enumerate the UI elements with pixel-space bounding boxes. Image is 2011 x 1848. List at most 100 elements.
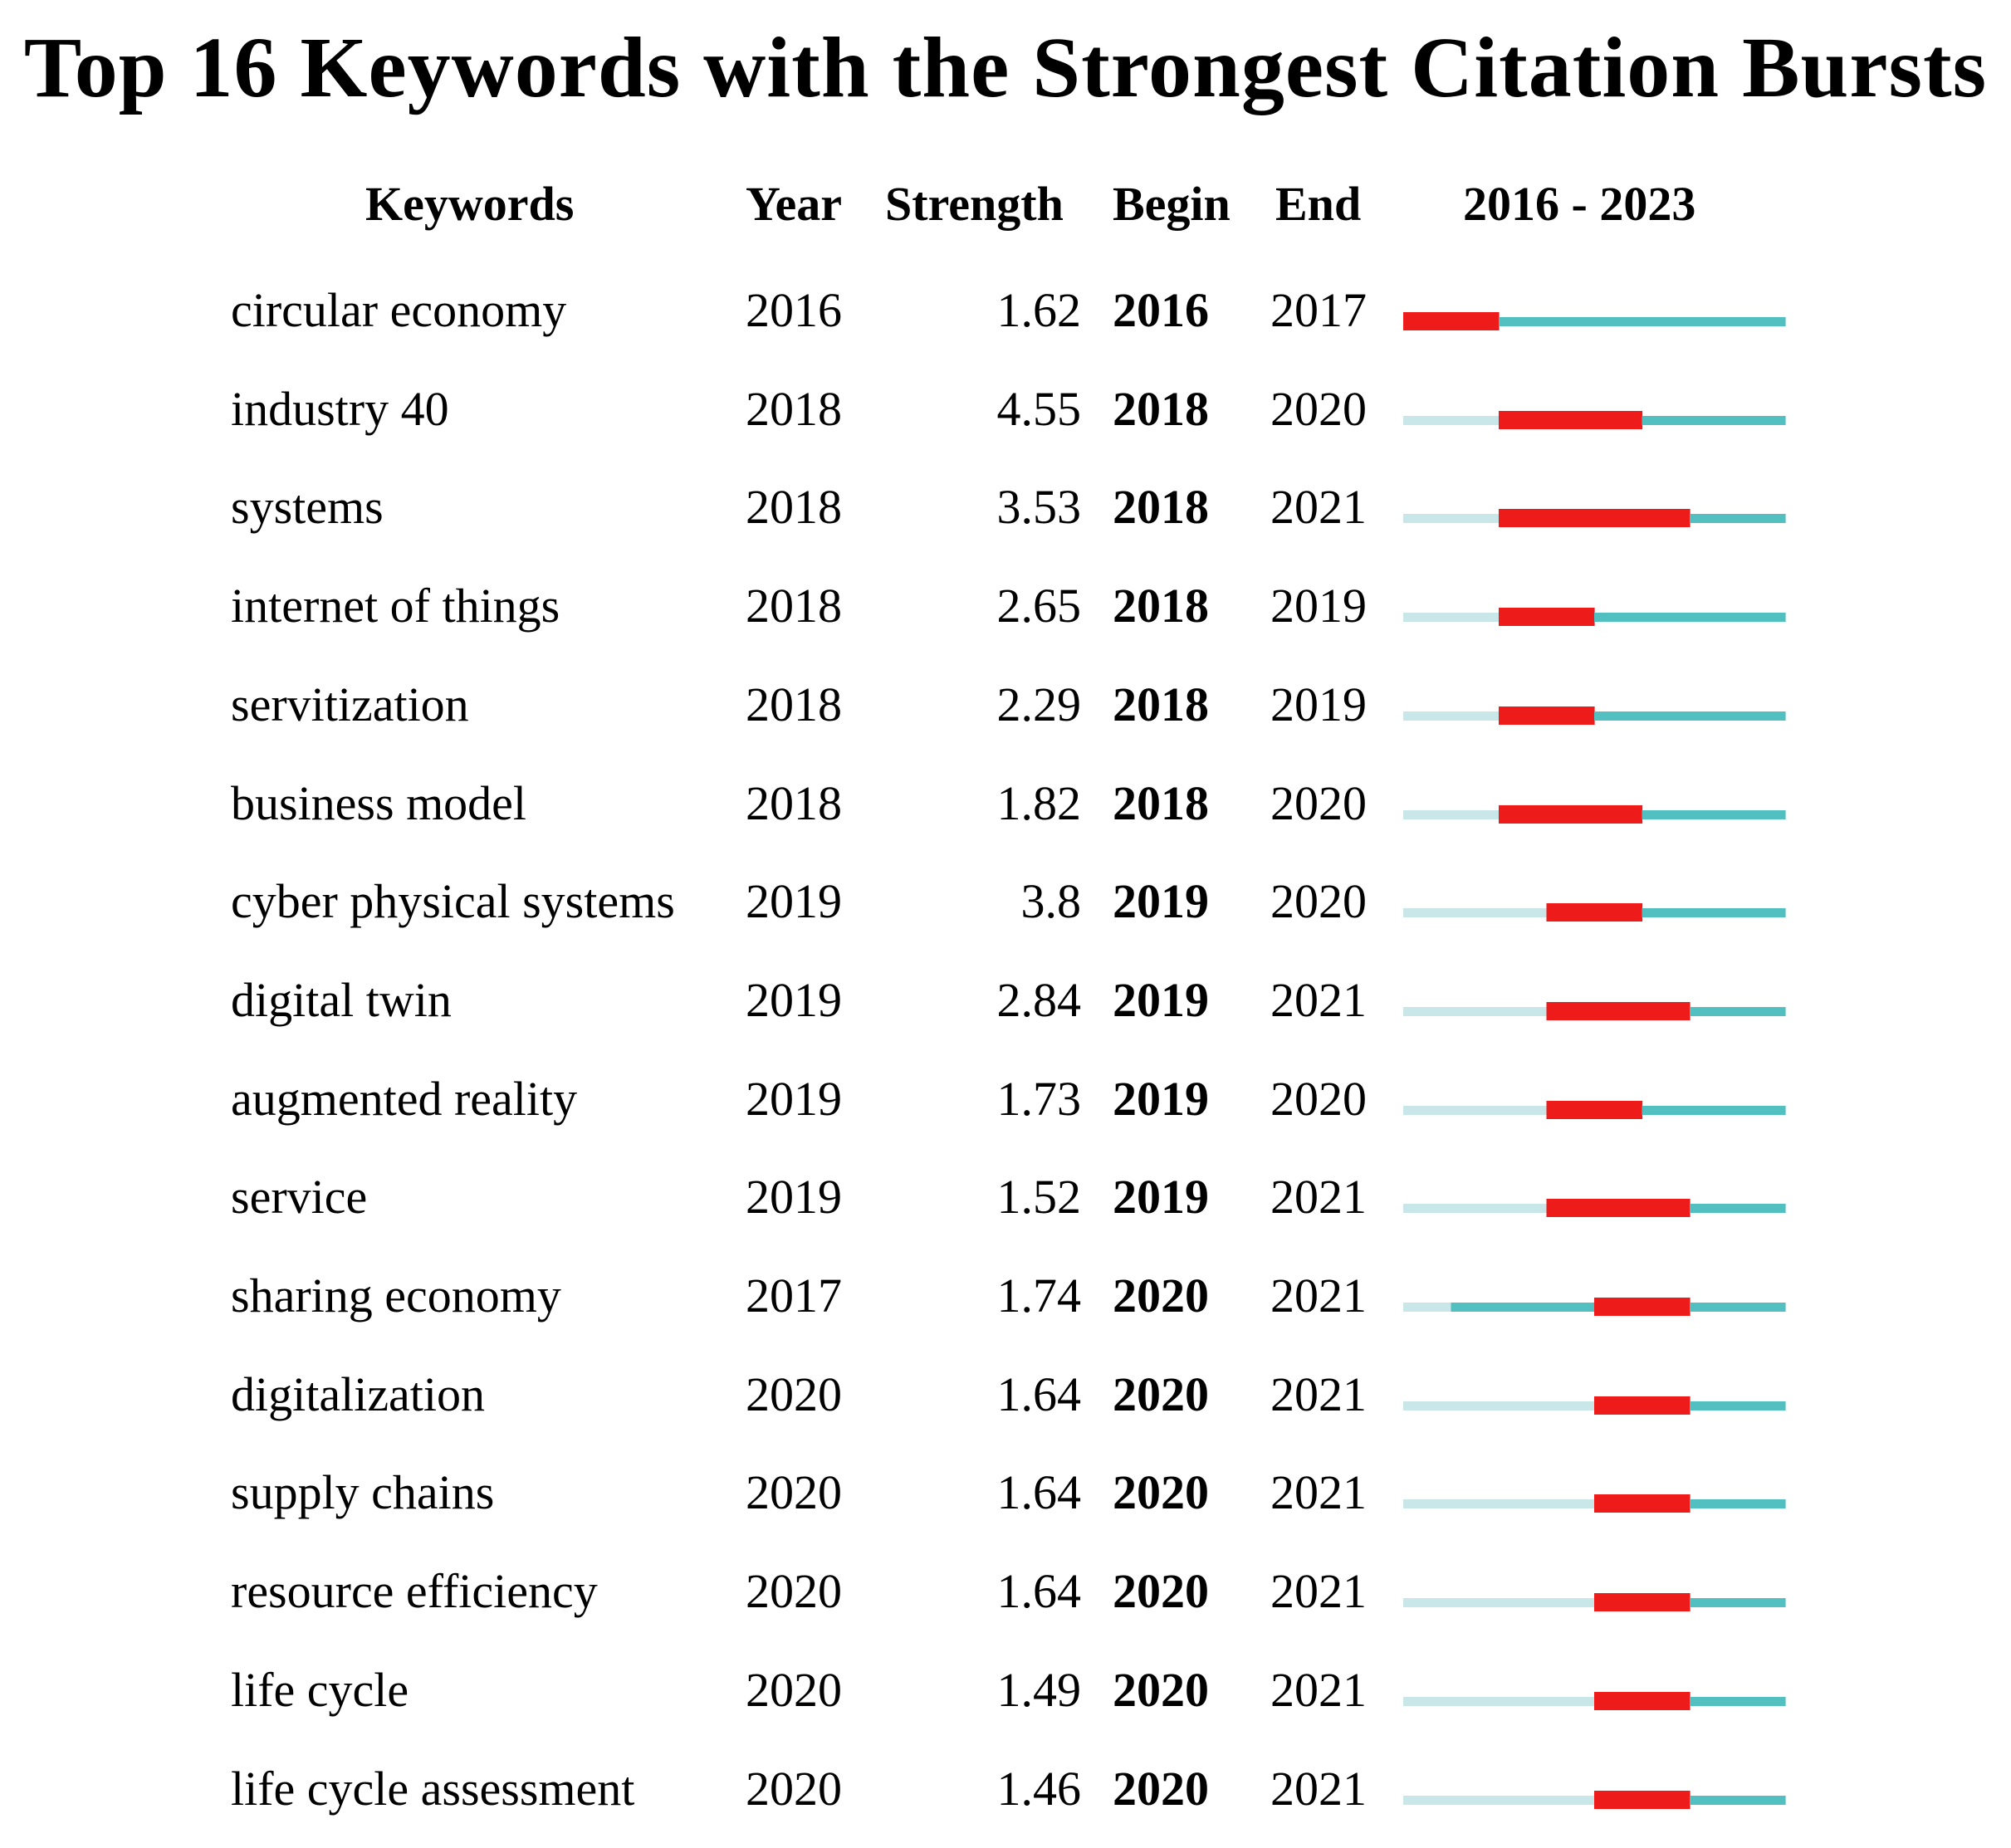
inactive-segment [1499, 1401, 1548, 1410]
burst-segment [1642, 1002, 1691, 1020]
active-segment [1690, 613, 1739, 622]
strength-value: 1.82 [996, 776, 1082, 830]
inactive-segment [1546, 1598, 1595, 1607]
strength-value: 3.8 [1020, 874, 1082, 928]
burst-segment [1546, 903, 1595, 922]
keyword-label: industry 40 [231, 382, 449, 436]
inactive-segment [1451, 613, 1500, 622]
burst-segment [1594, 1692, 1643, 1710]
burst-segment [1642, 1494, 1691, 1513]
burst-segment [1499, 608, 1548, 626]
inactive-segment [1403, 810, 1452, 819]
strength-value: 4.55 [996, 382, 1082, 436]
strength-value: 2.84 [996, 973, 1082, 1027]
burst-segment [1642, 1199, 1691, 1217]
begin-value: 2018 [1113, 776, 1209, 830]
active-segment [1642, 810, 1691, 819]
strength-value: 2.29 [996, 677, 1082, 731]
keyword-label: resource efficiency [231, 1564, 598, 1618]
keyword-label: life cycle assessment [231, 1762, 635, 1816]
end-value: 2021 [1270, 480, 1367, 534]
end-value: 2021 [1270, 1663, 1367, 1717]
inactive-segment [1403, 1401, 1452, 1410]
burst-segment [1594, 411, 1643, 429]
keyword-label: supply chains [231, 1465, 495, 1519]
strength-value: 3.53 [996, 480, 1082, 534]
burst-segment [1594, 1101, 1643, 1119]
inactive-segment [1403, 1499, 1452, 1508]
inactive-segment [1451, 1796, 1500, 1805]
active-segment [1737, 514, 1786, 523]
active-segment [1737, 1697, 1786, 1706]
year-value: 2020 [746, 1663, 842, 1717]
inactive-segment [1499, 1106, 1548, 1115]
active-segment [1690, 514, 1739, 523]
strength-value: 1.52 [996, 1170, 1082, 1224]
inactive-segment [1403, 613, 1452, 622]
active-segment [1690, 1007, 1739, 1016]
burst-segment [1499, 411, 1548, 429]
inactive-segment [1499, 1598, 1548, 1607]
inactive-segment [1403, 711, 1452, 721]
inactive-segment [1451, 908, 1500, 917]
strength-value: 1.73 [996, 1072, 1082, 1126]
keyword-label: business model [231, 776, 527, 830]
burst-segment [1499, 805, 1548, 824]
active-segment [1642, 613, 1691, 622]
inactive-segment [1403, 514, 1452, 523]
keyword-label: service [231, 1170, 368, 1224]
inactive-segment [1499, 908, 1548, 917]
strength-value: 1.62 [996, 283, 1082, 337]
begin-value: 2020 [1113, 1762, 1209, 1816]
burst-segment [1546, 1101, 1595, 1119]
end-value: 2020 [1270, 874, 1367, 928]
burst-segment [1499, 509, 1548, 527]
keyword-label: systems [231, 480, 384, 534]
end-value: 2021 [1270, 1564, 1367, 1618]
keyword-label: digitalization [231, 1367, 486, 1421]
active-segment [1642, 908, 1691, 917]
year-value: 2020 [746, 1367, 842, 1421]
burst-segment [1403, 312, 1452, 330]
keyword-label: internet of things [231, 579, 560, 633]
burst-segment [1642, 1593, 1691, 1611]
inactive-segment [1451, 416, 1500, 425]
end-value: 2020 [1270, 776, 1367, 830]
year-value: 2018 [746, 382, 842, 436]
active-segment [1737, 1598, 1786, 1607]
inactive-segment [1451, 1007, 1500, 1016]
inactive-segment [1451, 810, 1500, 819]
begin-value: 2019 [1113, 1170, 1209, 1224]
active-segment [1737, 613, 1786, 622]
active-segment [1737, 711, 1786, 721]
strength-value: 1.74 [996, 1269, 1082, 1322]
burst-segment [1594, 1396, 1643, 1415]
year-value: 2017 [746, 1269, 842, 1322]
active-segment [1737, 908, 1786, 917]
burst-segment [1642, 509, 1691, 527]
year-value: 2016 [746, 283, 842, 337]
end-value: 2019 [1270, 677, 1367, 731]
active-segment [1737, 1303, 1786, 1312]
year-value: 2019 [746, 874, 842, 928]
end-value: 2021 [1270, 1367, 1367, 1421]
active-segment [1642, 711, 1691, 721]
end-value: 2019 [1270, 579, 1367, 633]
active-segment [1499, 317, 1548, 326]
active-segment [1690, 1697, 1739, 1706]
active-segment [1690, 1204, 1739, 1213]
inactive-segment [1546, 1499, 1595, 1508]
begin-value: 2020 [1113, 1367, 1209, 1421]
strength-value: 1.64 [996, 1465, 1082, 1519]
active-segment [1690, 317, 1739, 326]
begin-value: 2019 [1113, 1072, 1209, 1126]
header-range: 2016 - 2023 [1463, 177, 1696, 231]
strength-value: 1.64 [996, 1367, 1082, 1421]
year-value: 2018 [746, 579, 842, 633]
inactive-segment [1499, 1697, 1548, 1706]
header-strength: Strength [885, 177, 1064, 231]
burst-segment [1642, 1298, 1691, 1316]
end-value: 2017 [1270, 283, 1367, 337]
burst-segment [1594, 1494, 1643, 1513]
active-segment [1737, 1796, 1786, 1805]
